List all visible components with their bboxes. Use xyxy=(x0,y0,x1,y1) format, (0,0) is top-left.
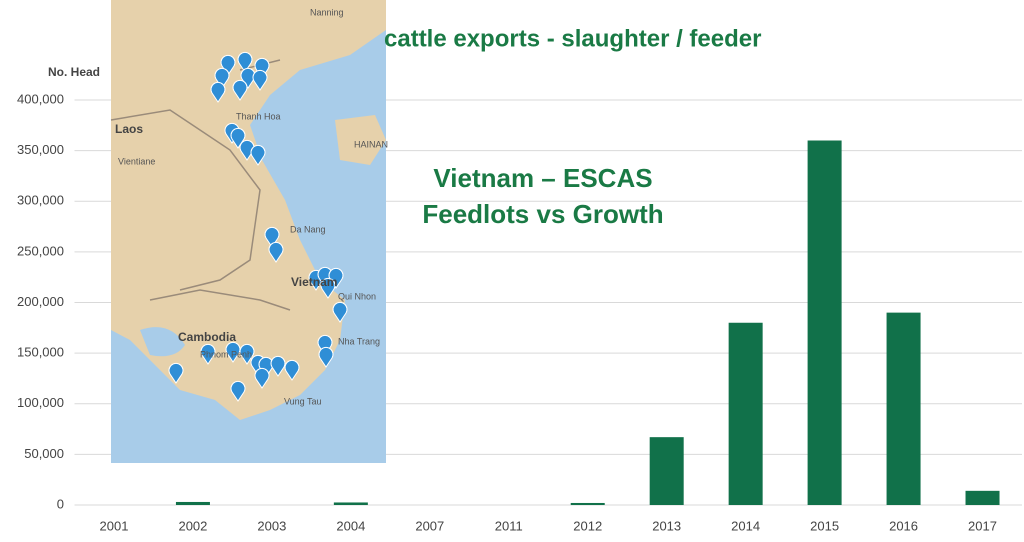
x-tick-label: 2001 xyxy=(100,518,129,533)
y-axis-label: No. Head xyxy=(48,65,100,79)
map-label: Da Nang xyxy=(290,224,326,234)
y-tick-label: 350,000 xyxy=(17,142,64,157)
x-tick-label: 2011 xyxy=(495,518,523,533)
map-marker xyxy=(210,81,226,103)
bar xyxy=(333,502,368,505)
annotation: Vietnam – ESCAS xyxy=(433,163,652,193)
map-inset: Laos Cambodia Vietnam HAINAN Nanning Thanh Ho… xyxy=(110,0,388,463)
map-label: HAINAN xyxy=(354,139,388,149)
map-marker xyxy=(270,355,286,377)
map-label: Vung Tau xyxy=(284,396,322,406)
bar xyxy=(175,501,210,505)
map-marker xyxy=(214,67,230,89)
map-marker xyxy=(254,57,270,79)
y-tick-label: 250,000 xyxy=(17,243,64,258)
map-marker xyxy=(268,241,284,263)
map-marker xyxy=(318,346,334,368)
map-marker xyxy=(230,127,246,149)
bar xyxy=(570,502,605,505)
map-marker xyxy=(284,359,300,381)
map-label: Phnom Penh xyxy=(200,349,252,359)
map-marker xyxy=(200,343,216,365)
map-marker xyxy=(252,69,268,91)
map-marker xyxy=(250,144,266,166)
map-label: Vietnam xyxy=(291,275,337,289)
map-marker xyxy=(317,334,333,356)
x-tick-label: 2013 xyxy=(652,518,681,533)
map-marker xyxy=(168,362,184,384)
map-marker xyxy=(320,277,336,299)
x-tick-label: 2003 xyxy=(257,518,286,533)
annotation: Feedlots vs Growth xyxy=(422,199,663,229)
map-label: Thanh Hoa xyxy=(236,111,281,121)
map-label: Qui Nhon xyxy=(338,291,376,301)
bar xyxy=(728,322,763,505)
map-marker xyxy=(220,54,236,76)
x-tick-label: 2016 xyxy=(889,518,918,533)
map-marker xyxy=(254,367,270,389)
map-marker xyxy=(237,51,253,73)
x-tick-label: 2004 xyxy=(336,518,365,533)
map-marker xyxy=(230,380,246,402)
map-label: Nanning xyxy=(310,7,344,17)
bar xyxy=(886,312,921,505)
bar xyxy=(807,140,842,505)
x-tick-label: 2012 xyxy=(573,518,602,533)
y-tick-label: 50,000 xyxy=(24,446,64,461)
y-tick-label: 150,000 xyxy=(17,345,64,360)
map-marker xyxy=(264,226,280,248)
map-island xyxy=(335,115,386,165)
y-tick-label: 300,000 xyxy=(17,193,64,208)
chart-title: cattle exports - slaughter / feeder xyxy=(384,25,761,52)
map-label: Nha Trang xyxy=(338,336,380,346)
map-label: Laos xyxy=(115,122,143,136)
x-tick-label: 2007 xyxy=(415,518,444,533)
bar xyxy=(649,437,684,505)
y-tick-label: 400,000 xyxy=(17,91,64,106)
map-label: Vientiane xyxy=(118,156,155,166)
map-marker xyxy=(239,343,255,365)
map-marker xyxy=(328,267,344,289)
y-tick-label: 200,000 xyxy=(17,294,64,309)
y-tick-label: 100,000 xyxy=(17,395,64,410)
map-land xyxy=(111,0,386,420)
map-label: Cambodia xyxy=(178,330,236,344)
bar xyxy=(965,490,1000,505)
x-tick-label: 2002 xyxy=(178,518,207,533)
x-tick-label: 2017 xyxy=(968,518,997,533)
y-tick-label: 0 xyxy=(57,496,64,511)
x-tick-label: 2014 xyxy=(731,518,760,533)
x-tick-label: 2015 xyxy=(810,518,839,533)
map-marker xyxy=(232,79,248,101)
map-marker xyxy=(332,301,348,323)
map-lake xyxy=(140,327,185,357)
